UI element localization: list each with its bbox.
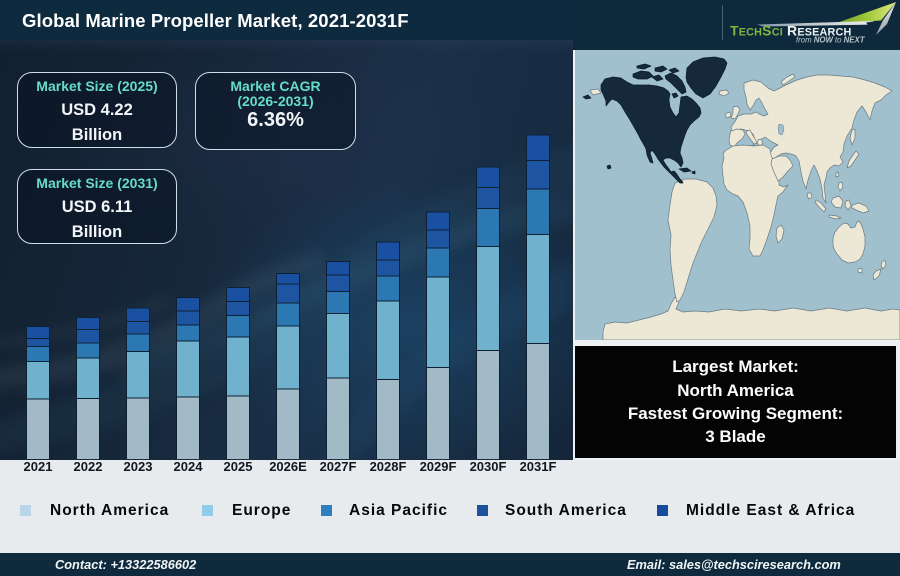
svg-text:from NOW to NEXT: from NOW to NEXT — [796, 36, 866, 45]
svg-text:TECHSCI: TECHSCI — [730, 23, 783, 39]
svg-text:RESEARCH: RESEARCH — [787, 23, 852, 39]
